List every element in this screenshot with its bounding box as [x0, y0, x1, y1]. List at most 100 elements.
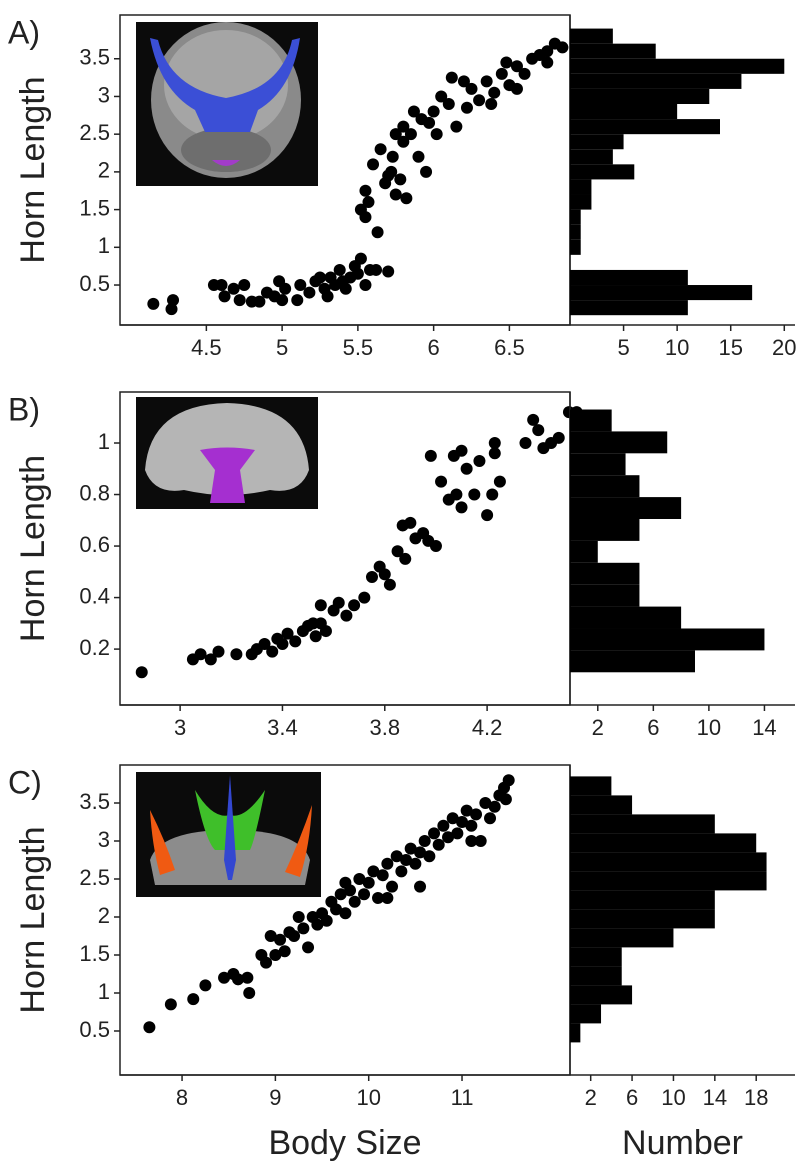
histogram-bar: [570, 300, 688, 316]
scatter-point: [450, 120, 463, 133]
scatter-point: [165, 303, 178, 316]
scatter-point: [499, 793, 512, 806]
scatter-point: [429, 540, 442, 553]
x-tick-label: 11: [451, 1085, 474, 1110]
y-tick-label: 0.4: [79, 583, 110, 608]
scatter-point: [556, 41, 569, 54]
scatter-point: [365, 570, 378, 583]
scatter-point: [470, 808, 483, 821]
scatter-point: [348, 599, 361, 612]
scatter-point: [428, 827, 441, 840]
scatter-point: [348, 895, 361, 908]
scatter-point: [465, 82, 478, 95]
histogram-bar: [570, 540, 598, 563]
panel-label: C): [8, 764, 42, 800]
scatter-point: [378, 568, 391, 581]
scatter-point: [227, 282, 240, 295]
histogram-bar: [570, 871, 767, 891]
scatter-point: [420, 165, 433, 178]
scatter-point: [167, 294, 180, 307]
scatter-point: [264, 929, 277, 942]
scatter-point: [519, 437, 532, 450]
x-tick-label: 3.4: [267, 715, 298, 740]
scatter-point: [339, 907, 352, 920]
histogram-bar: [570, 650, 695, 673]
x-tick-label: 14: [752, 715, 776, 740]
scatter-point: [194, 648, 207, 661]
scatter-point: [488, 86, 501, 99]
scatter-point: [279, 282, 292, 295]
x-axis-label: Number: [622, 1124, 743, 1162]
scatter-point: [480, 75, 493, 88]
histogram-bar: [570, 409, 612, 432]
scatter-point: [334, 888, 347, 901]
scatter-point: [389, 128, 402, 141]
inset-a: [136, 22, 318, 186]
histogram-bar: [570, 431, 668, 454]
scatter-point: [418, 834, 431, 847]
scatter-point: [233, 294, 246, 307]
scatter-point: [289, 635, 302, 648]
scatter-point: [362, 196, 375, 209]
scatter-point: [397, 120, 410, 133]
scatter-point: [485, 98, 498, 111]
histogram-bar: [570, 28, 613, 44]
scatter-point: [238, 279, 251, 292]
scatter-point: [383, 578, 396, 591]
scatter-point: [340, 609, 353, 622]
scatter-point: [294, 279, 307, 292]
x-tick-label: 5: [617, 335, 629, 360]
scatter-point: [532, 424, 545, 437]
scatter-point: [397, 135, 410, 148]
scatter-point: [518, 67, 531, 80]
scatter-point: [204, 653, 217, 666]
scatter-point: [427, 105, 440, 118]
scatter-point: [430, 128, 443, 141]
scatter-point: [266, 645, 279, 658]
scatter-point: [269, 948, 282, 961]
y-tick-label: 3: [98, 827, 110, 852]
scatter-point: [302, 941, 315, 954]
scatter-point: [460, 804, 473, 817]
scatter-point: [351, 267, 364, 280]
scatter-point: [370, 263, 383, 276]
scatter-point: [510, 60, 523, 73]
scatter-point: [385, 165, 398, 178]
x-axis-label: Body Size: [268, 1124, 421, 1162]
histogram-bar: [570, 584, 640, 607]
histogram-bar: [570, 519, 640, 541]
scatter-point: [253, 295, 266, 308]
scatter-point: [376, 869, 389, 882]
scatter-point: [258, 637, 271, 650]
scatter-point: [395, 865, 408, 878]
scatter-point: [274, 933, 287, 946]
y-tick-label: 0.5: [79, 271, 110, 296]
scatter-point: [473, 94, 486, 107]
histogram-bar: [570, 1023, 581, 1043]
scatter-point: [404, 128, 417, 141]
y-axis-label: Horn Length: [14, 455, 52, 642]
histogram-bar: [570, 776, 612, 796]
histogram-bar: [570, 852, 767, 872]
scatter-point: [386, 150, 399, 163]
y-tick-label: 2.5: [79, 120, 110, 145]
x-tick-label: 4.2: [472, 715, 503, 740]
scatter-point: [374, 143, 387, 156]
scatter-point: [303, 286, 316, 299]
scatter-point: [435, 475, 448, 488]
scatter-point: [311, 918, 324, 931]
histogram-bar: [570, 947, 622, 967]
scatter-point: [437, 819, 450, 832]
y-axis-label: Horn Length: [14, 826, 52, 1013]
scatter-point: [465, 819, 478, 832]
scatter-point: [333, 263, 346, 276]
plot-layer: 4.5 5 5.5 6 6.5 0.5 1 1.5 2 2.5 3 3.5 A) Horn Length 5…: [8, 14, 797, 1162]
histogram-bar: [570, 1004, 602, 1024]
scatter-point: [460, 462, 473, 475]
histogram-bar: [570, 606, 682, 629]
histogram-bar: [570, 119, 720, 135]
scatter-point: [404, 842, 417, 855]
scatter-point: [276, 294, 289, 307]
scatter-point: [292, 910, 305, 923]
